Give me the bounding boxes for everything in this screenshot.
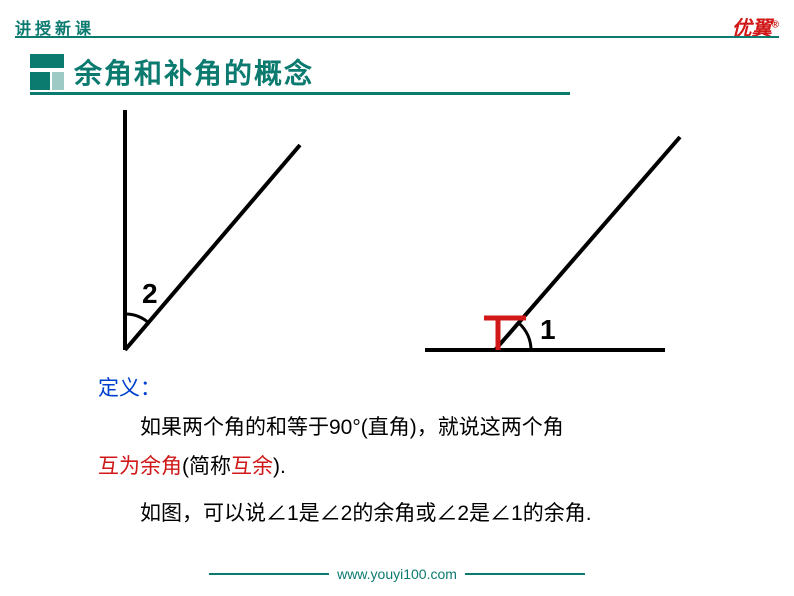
footer-url: www.youyi100.com bbox=[337, 566, 457, 582]
term-complementary: 互为余角 bbox=[98, 455, 182, 478]
section-label: 讲授新课 bbox=[15, 15, 95, 39]
logo-sup: ® bbox=[772, 19, 779, 30]
footer-line-right bbox=[465, 573, 585, 575]
svg-text:1: 1 bbox=[540, 314, 556, 345]
def-line1-pre: 如果两个角的和等于90 bbox=[140, 416, 352, 439]
term-short: 互余 bbox=[231, 455, 273, 478]
def-line3: 如图，可以说∠1是∠2的余角或∠2是∠1的余角. bbox=[140, 502, 592, 525]
content-text: 定义： 如果两个角的和等于90°(直角)，就说这两个角 互为余角(简称互余). … bbox=[98, 370, 698, 533]
slide-title: 余角和补角的概念 bbox=[74, 52, 314, 92]
title-underline bbox=[30, 92, 570, 95]
def-line1-post: (直角)，就说这两个角 bbox=[361, 416, 564, 439]
title-icon bbox=[30, 54, 64, 90]
footer: www.youyi100.com bbox=[0, 566, 794, 582]
svg-text:2: 2 bbox=[142, 278, 158, 309]
footer-line-left bbox=[209, 573, 329, 575]
def-line2-mid: (简称 bbox=[182, 455, 231, 478]
def-line2-end: ). bbox=[273, 455, 286, 478]
def-degree: ° bbox=[352, 416, 360, 439]
angle-diagram: 21 bbox=[0, 105, 794, 365]
diagram-area: 21 bbox=[0, 105, 794, 365]
slide-title-row: 余角和补角的概念 bbox=[30, 52, 314, 92]
definition-label: 定义： bbox=[98, 377, 161, 400]
header-divider bbox=[15, 36, 779, 38]
